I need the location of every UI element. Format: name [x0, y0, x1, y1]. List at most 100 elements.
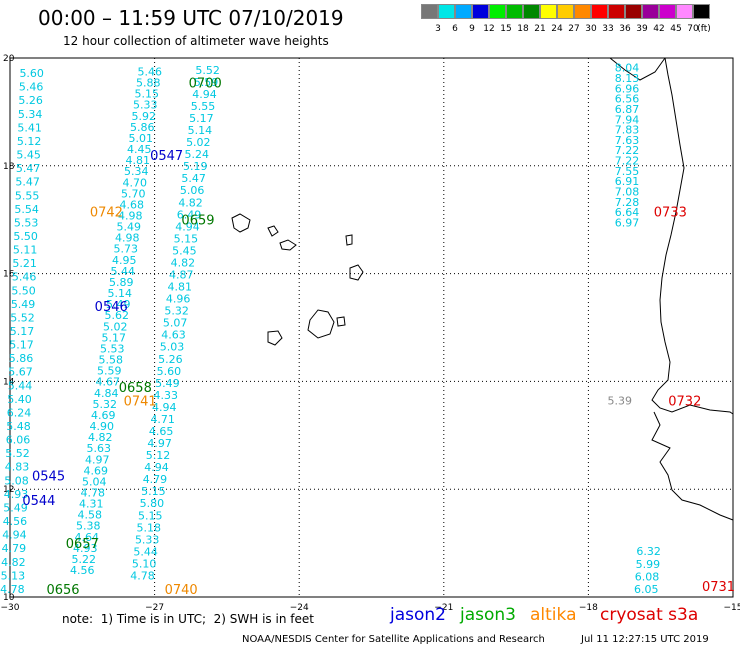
track-a-value: 5.45	[16, 149, 41, 162]
track-b-value: 5.17	[102, 331, 127, 344]
track-b-value: 5.38	[76, 520, 101, 533]
legend-label: 45	[670, 24, 682, 34]
satellite-label: cryosat s3a	[600, 605, 699, 625]
track-c-value: 4.63	[161, 329, 186, 342]
map-title: 00:00 – 11:59 UTC 07/10/2019	[38, 6, 344, 30]
track-c-value: 5.10	[132, 557, 157, 570]
track-c-value: 5.15	[174, 232, 199, 245]
coastline-south	[651, 411, 734, 521]
satellite-label: jason3	[460, 605, 516, 625]
track-d-value: 8.13	[615, 72, 640, 85]
track-a-value: 5.13	[1, 569, 26, 582]
track-d-value: 6.87	[615, 103, 640, 116]
track-c-value: 5.33	[135, 533, 160, 546]
track-b-value: 5.86	[130, 121, 155, 134]
legend-swatch	[625, 4, 642, 19]
track-c-value: 4.94	[152, 401, 177, 414]
legend-label: 6	[452, 24, 458, 34]
pass-time-label: 0700	[189, 76, 222, 91]
track-a-value: 5.17	[10, 325, 35, 338]
legend-unit: (ft)	[697, 24, 711, 34]
track-c-value: 5.17	[189, 112, 214, 125]
pass-time-label: 0657	[66, 537, 99, 552]
track-c-value: 5.14	[188, 124, 213, 137]
legend-swatch	[608, 4, 625, 19]
track-c-value: 4.33	[154, 389, 179, 402]
track-e-value: 6.32	[636, 545, 661, 558]
track-b-value: 5.92	[132, 110, 157, 123]
track-a-value: 5.34	[18, 108, 43, 121]
footer-note: note: 1) Time is in UTC; 2) SWH is in fe…	[62, 612, 314, 626]
lon-tick-label: −27	[145, 603, 164, 613]
track-a-value: 5.11	[13, 244, 38, 257]
track-a-value: 6.24	[7, 406, 32, 419]
track-d-value: 6.91	[615, 175, 640, 188]
track-b-value: 5.73	[114, 243, 139, 256]
track-d-value: 6.96	[615, 82, 640, 95]
lat-tick-label: 12	[3, 485, 14, 495]
track-c-value: 4.82	[171, 256, 196, 269]
coastline-north	[609, 57, 666, 81]
track-c-value: 5.07	[163, 317, 188, 330]
track-c-value: 5.47	[181, 172, 206, 185]
legend-swatch	[489, 4, 506, 19]
island	[345, 234, 353, 246]
track-a-value: 4.94	[2, 529, 27, 542]
track-c-value: 5.12	[146, 449, 171, 462]
track-c-value: 4.65	[149, 425, 174, 438]
legend-swatch	[557, 4, 574, 19]
lon-tick-label: −15	[724, 603, 740, 613]
track-b-value: 4.90	[90, 420, 115, 433]
track-b-value: 5.01	[129, 132, 154, 145]
track-b-value: 5.70	[121, 187, 146, 200]
track-a-value: 5.46	[12, 271, 37, 284]
track-c-value: 6.49	[177, 208, 202, 221]
track-a-value: 5.49	[3, 501, 28, 514]
track-b-value: 5.63	[87, 442, 112, 455]
track-a-value: 5.46	[19, 81, 44, 94]
track-b-value: 4.97	[85, 453, 110, 466]
track-b-value: 4.98	[115, 232, 140, 245]
track-c-value: 4.78	[130, 569, 155, 582]
track-a-value: 5.40	[7, 393, 32, 406]
track-c-value: 4.79	[143, 473, 168, 486]
legend-swatch	[642, 4, 659, 19]
gray-value: 5.39	[607, 394, 632, 407]
track-a-value: 5.86	[9, 352, 34, 365]
legend-swatch	[455, 4, 472, 19]
pass-time-label: 0545	[32, 470, 65, 485]
island	[349, 264, 364, 281]
legend-swatch	[523, 4, 540, 19]
track-b-value: 5.59	[97, 365, 122, 378]
legend-swatch	[506, 4, 523, 19]
track-c-value: 4.81	[167, 281, 192, 294]
legend-label: 27	[568, 24, 580, 34]
pass-time-label: 0741	[124, 394, 157, 409]
track-a-value: 5.53	[14, 216, 39, 229]
track-a-value: 5.55	[15, 189, 40, 202]
legend-swatch	[438, 4, 455, 19]
track-b-value: 4.82	[88, 431, 113, 444]
track-b-value: 5.88	[136, 77, 161, 90]
lon-tick-label: −24	[290, 603, 309, 613]
track-b-value: 4.69	[84, 464, 109, 477]
island	[231, 213, 251, 233]
track-c-value: 5.15	[141, 485, 166, 498]
track-b-value: 5.34	[124, 165, 149, 178]
track-b-value: 4.56	[70, 564, 95, 577]
track-b-value: 4.69	[91, 409, 116, 422]
track-c-value: 4.71	[150, 413, 175, 426]
track-c-value: 5.18	[136, 521, 161, 534]
track-b-value: 5.49	[106, 298, 131, 311]
track-c-value: 5.59	[194, 76, 219, 89]
track-b-value: 4.45	[127, 143, 152, 156]
legend-label: 12	[483, 24, 495, 34]
legend-swatch	[591, 4, 608, 19]
pass-time-label: 0659	[181, 214, 214, 229]
track-a-value: 5.54	[14, 203, 39, 216]
track-a-value: 6.06	[6, 434, 31, 447]
track-b-value: 5.15	[135, 88, 160, 101]
track-b-value: 4.67	[96, 376, 121, 389]
legend-label: 3	[435, 24, 441, 34]
track-d-value: 7.08	[615, 185, 640, 198]
